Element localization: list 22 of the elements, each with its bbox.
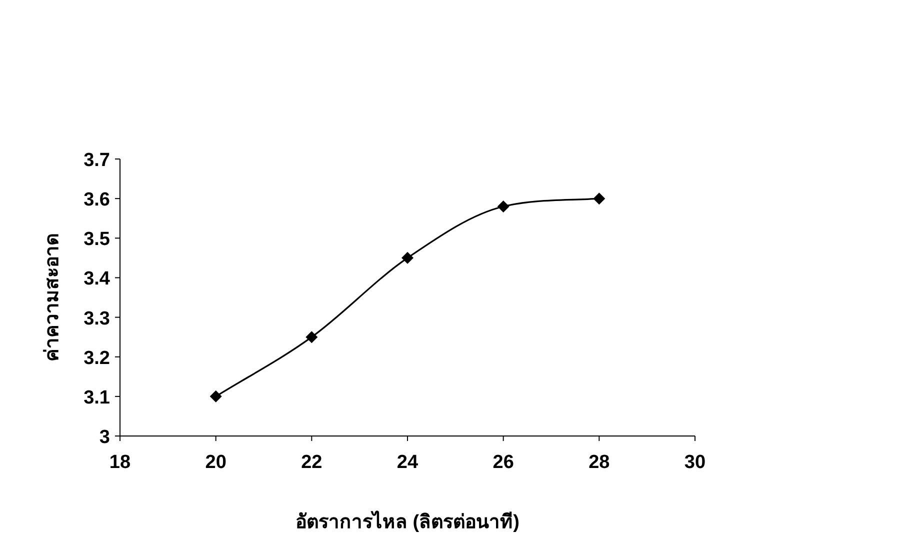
point (593, 192, 606, 205)
x-tick-label: 30 (684, 452, 706, 473)
y-tick-label: 3.6 (84, 190, 110, 211)
y-tick-label: 3.2 (84, 348, 110, 369)
y-tick-label: 3.7 (84, 150, 110, 171)
point (402, 252, 414, 264)
x-tick-label: 26 (492, 452, 514, 473)
x-tick-label: 22 (301, 452, 322, 473)
x-tick-label: 18 (109, 452, 131, 473)
x-tick-label: 20 (205, 452, 226, 473)
point (210, 390, 222, 402)
y-tick-label: 3.1 (84, 387, 110, 408)
y-tick-label: 3.4 (84, 268, 110, 290)
y-axis-title: ค่าความสะอาด (42, 234, 63, 362)
point (497, 200, 510, 212)
x-axis-title: อัตราการไหล (ลิตรต่อนาที) (296, 510, 520, 533)
y-tick-label: 3.5 (84, 229, 110, 250)
point (306, 331, 318, 344)
y-tick-label: 3 (99, 427, 110, 448)
x-tick-label: 24 (396, 452, 418, 473)
x-tick-label: 28 (588, 452, 610, 473)
y-tick-label: 3.3 (84, 308, 110, 330)
